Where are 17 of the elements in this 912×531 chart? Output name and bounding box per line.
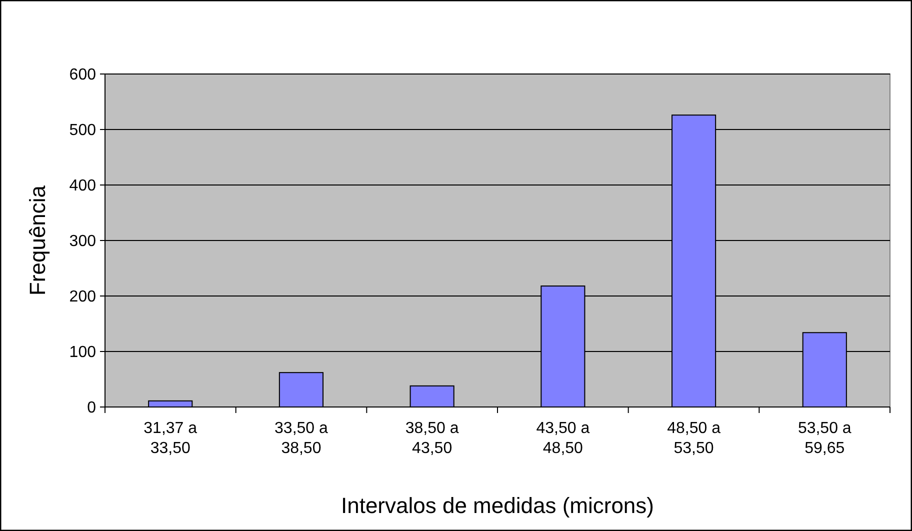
x-tick-label: 43,50 a 48,50: [536, 420, 590, 457]
y-tick-label: 500: [69, 122, 96, 140]
x-tick-label: 33,50 a 38,50: [274, 420, 328, 457]
y-tick-label: 300: [69, 233, 96, 250]
y-tick-label: 200: [69, 288, 96, 306]
bar: [278, 372, 324, 408]
x-tick-label: 31,37 a 33,50: [144, 420, 198, 457]
y-tick-label: 100: [69, 344, 96, 362]
bar: [410, 385, 454, 408]
x-tick-label: 48,50 a 53,50: [667, 420, 721, 457]
y-axis-title: Frequência: [25, 184, 50, 296]
y-tick-label: 0: [87, 400, 96, 417]
x-axis-title: Intervalos de medidas (microns): [340, 493, 654, 518]
x-tick-label: 53,50 a 59,65: [798, 420, 852, 457]
x-tick-label: 38,50 a 43,50: [405, 420, 459, 457]
y-tick-label: 600: [69, 66, 96, 84]
y-tick-label: 400: [69, 178, 96, 195]
